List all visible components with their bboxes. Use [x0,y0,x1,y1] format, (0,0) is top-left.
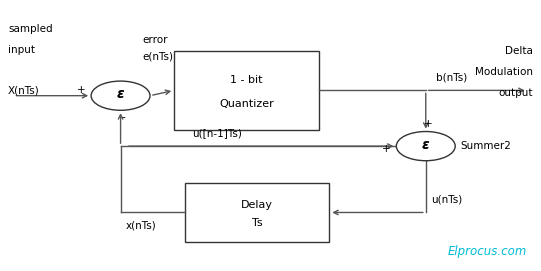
Text: Summer2: Summer2 [460,141,511,151]
Text: Elprocus.com: Elprocus.com [448,245,527,258]
Text: sampled: sampled [8,24,53,34]
Text: ε: ε [117,87,124,101]
Bar [174,51,319,130]
Text: u(nTs): u(nTs) [431,195,463,205]
Bar [185,183,329,242]
Text: Quantizer: Quantizer [219,99,274,109]
Text: output: output [498,88,533,98]
Text: Ts: Ts [252,218,262,228]
Text: e(nTs): e(nTs) [142,51,173,61]
Text: b(nTs): b(nTs) [437,72,468,82]
Text: input: input [8,45,35,55]
Text: +: + [77,85,86,95]
Text: ε: ε [422,138,430,152]
Text: Delta: Delta [505,46,533,56]
Text: +: + [424,119,433,129]
Text: Modulation: Modulation [475,67,533,77]
Text: x(nTs): x(nTs) [126,220,157,230]
Text: X(nTs): X(nTs) [8,85,40,95]
Text: error: error [142,35,168,45]
Text: u([n-1]Ts): u([n-1]Ts) [192,128,242,138]
Text: -: - [121,112,125,122]
Text: 1 - bit: 1 - bit [230,75,262,85]
Text: Delay: Delay [241,199,273,209]
Circle shape [91,81,150,110]
Circle shape [397,131,455,161]
Text: +: + [382,144,391,154]
